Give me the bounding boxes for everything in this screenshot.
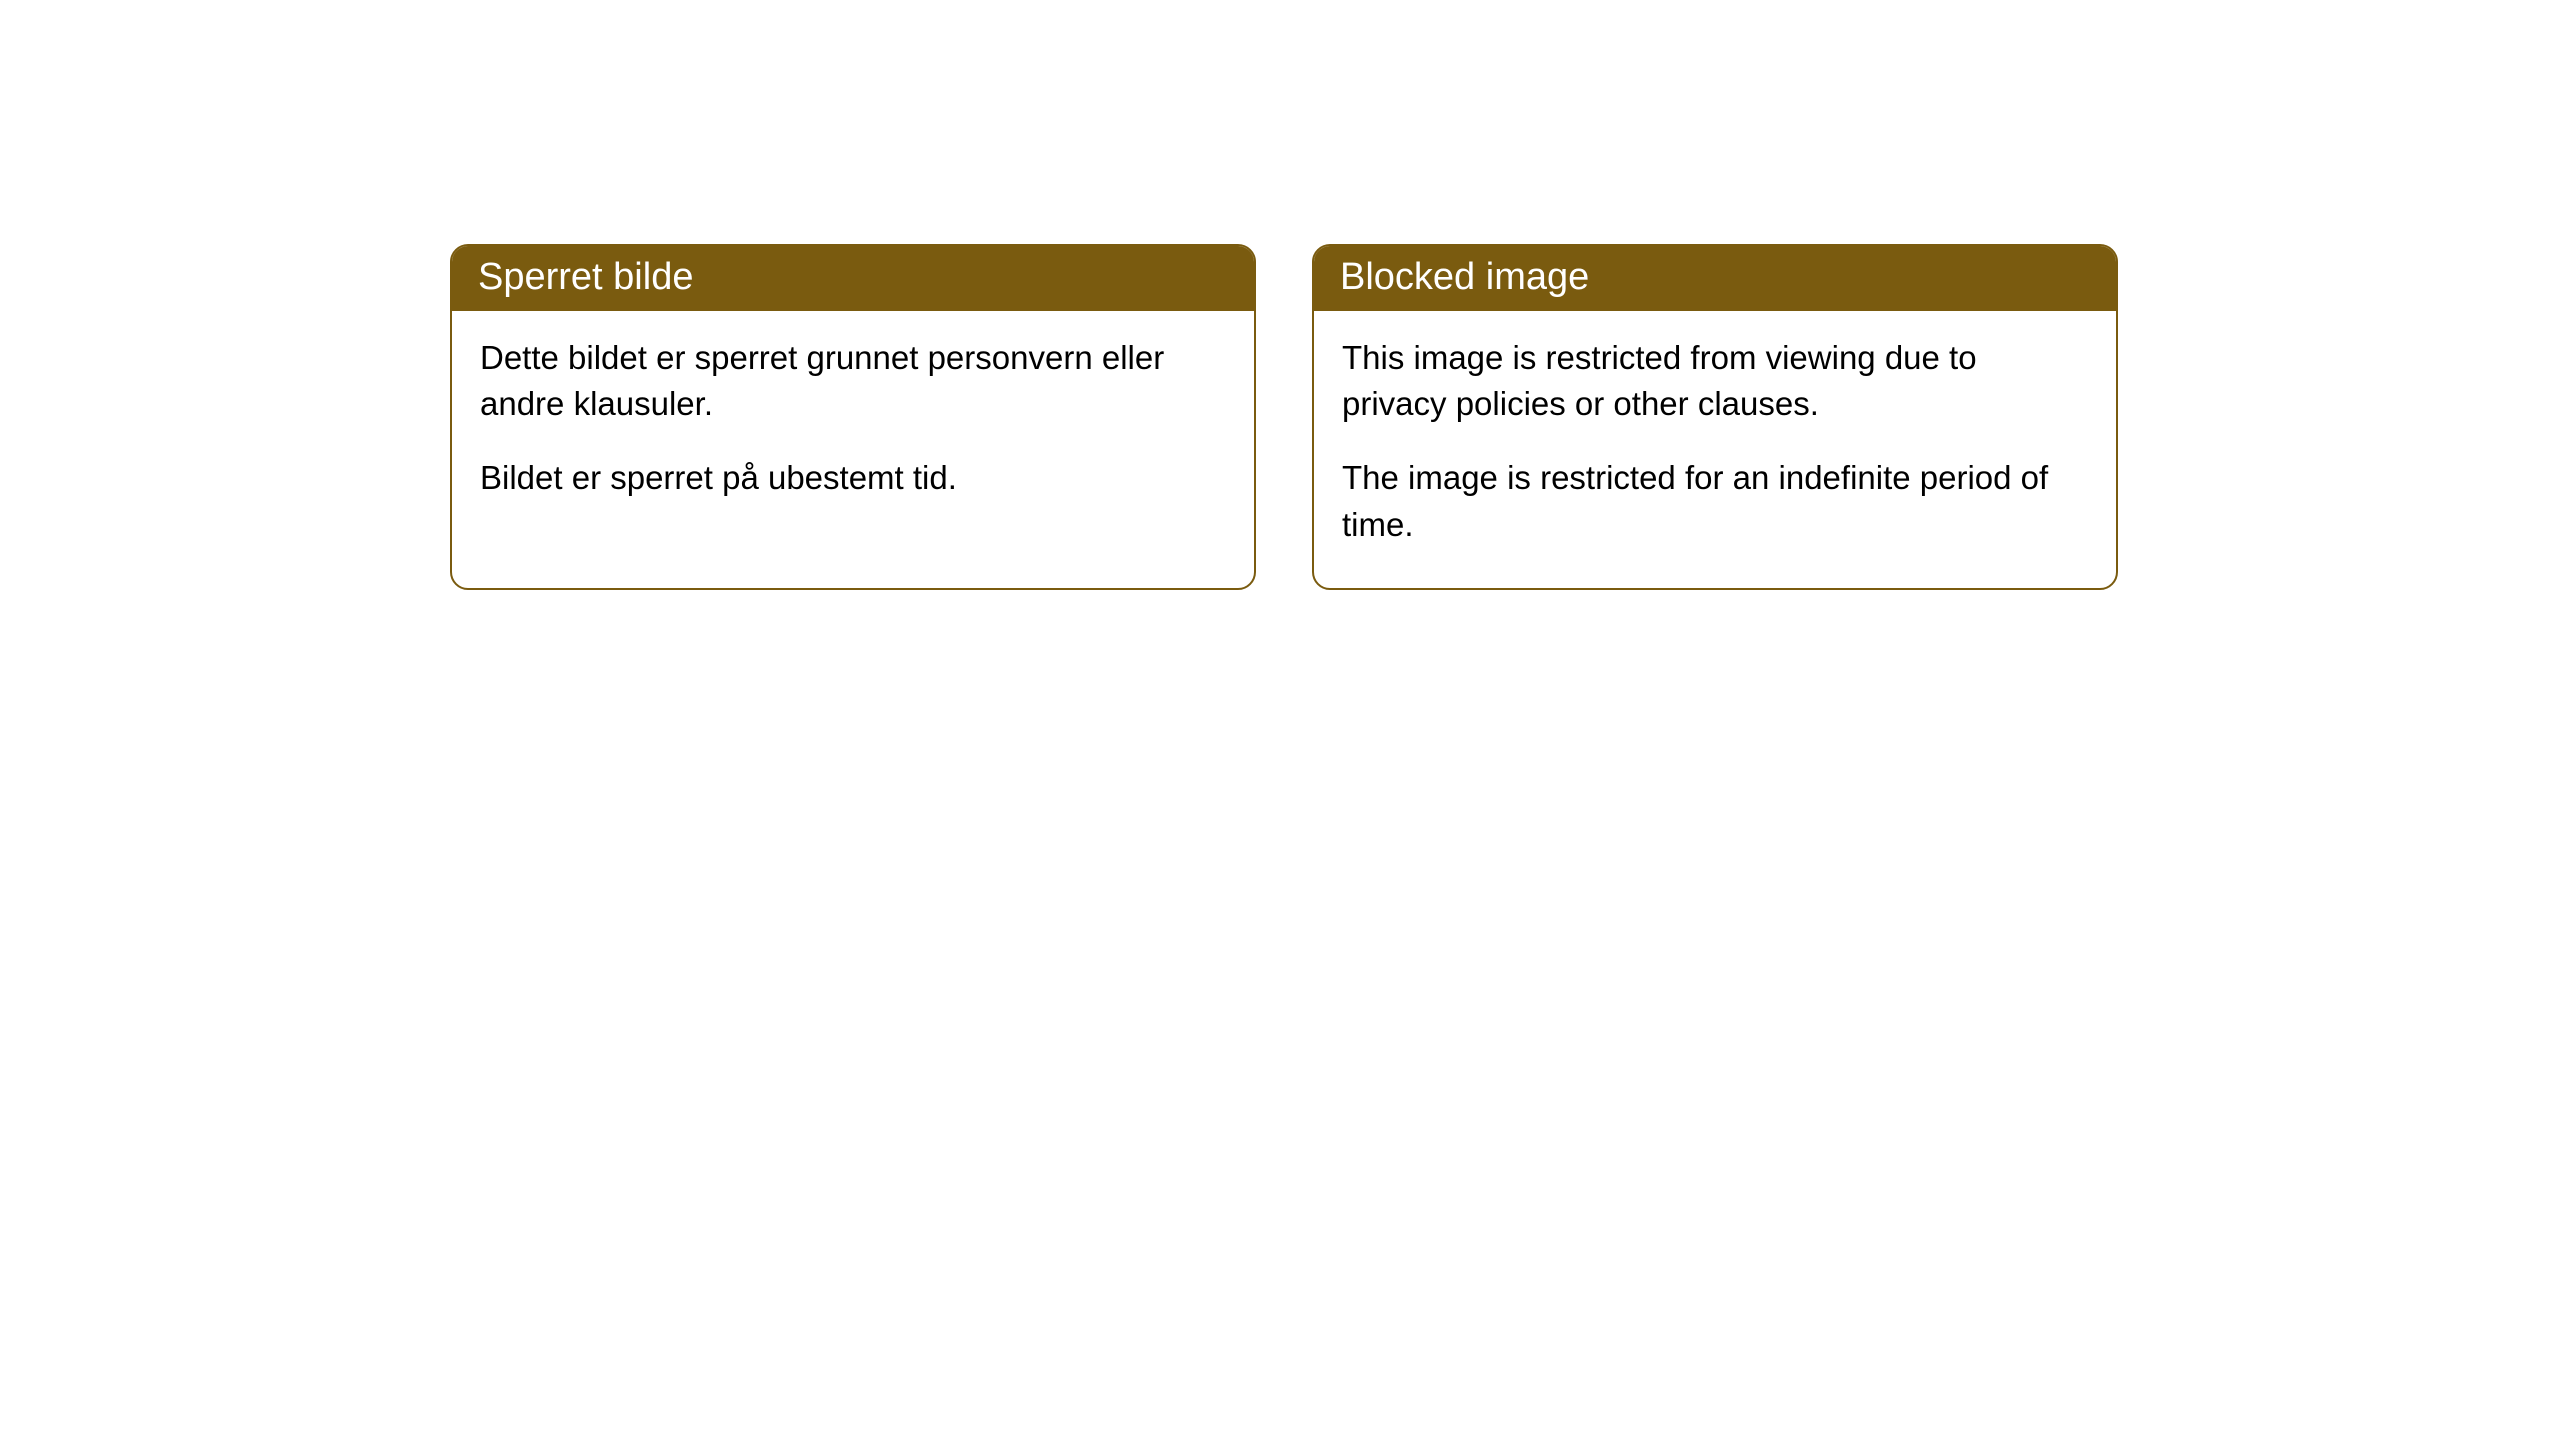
card-body-norwegian: Dette bildet er sperret grunnet personve…: [452, 311, 1254, 542]
card-text-norwegian-1: Dette bildet er sperret grunnet personve…: [480, 335, 1226, 427]
card-header-norwegian: Sperret bilde: [452, 246, 1254, 311]
card-text-english-1: This image is restricted from viewing du…: [1342, 335, 2088, 427]
card-text-norwegian-2: Bildet er sperret på ubestemt tid.: [480, 455, 1226, 501]
notice-card-english: Blocked image This image is restricted f…: [1312, 244, 2118, 590]
card-body-english: This image is restricted from viewing du…: [1314, 311, 2116, 588]
notice-cards-container: Sperret bilde Dette bildet er sperret gr…: [450, 244, 2118, 590]
card-text-english-2: The image is restricted for an indefinit…: [1342, 455, 2088, 547]
card-header-english: Blocked image: [1314, 246, 2116, 311]
notice-card-norwegian: Sperret bilde Dette bildet er sperret gr…: [450, 244, 1256, 590]
